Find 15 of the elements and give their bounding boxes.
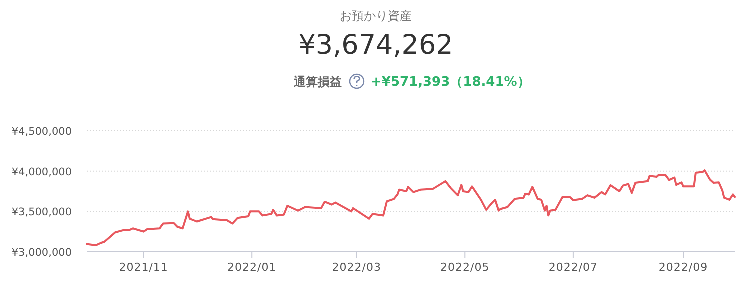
chart-subtitle: ¥3,674,262 — [298, 30, 454, 61]
y-tick-label: ¥3,500,000 — [12, 206, 72, 219]
y-tick-label: ¥4,500,000 — [12, 126, 72, 138]
x-tick-label: 2022/09 — [658, 261, 708, 274]
x-tick-label: 2022/03 — [332, 261, 382, 274]
x-tick-label: 2021/11 — [119, 261, 168, 274]
y-tick-label: ¥4,000,000 — [12, 166, 72, 178]
text: 通算損益 — [293, 75, 342, 89]
y-tick-label: ¥3,000,000 — [12, 247, 72, 259]
text: +¥571,393（18.41%） — [371, 75, 530, 90]
line-series — [86, 170, 736, 247]
x-tick-label: 2022/01 — [228, 261, 277, 274]
x-tick-label: 2022/07 — [548, 261, 598, 274]
x-tick-label: 2022/05 — [440, 261, 490, 274]
chart-title: お預かり資産 — [340, 9, 412, 23]
